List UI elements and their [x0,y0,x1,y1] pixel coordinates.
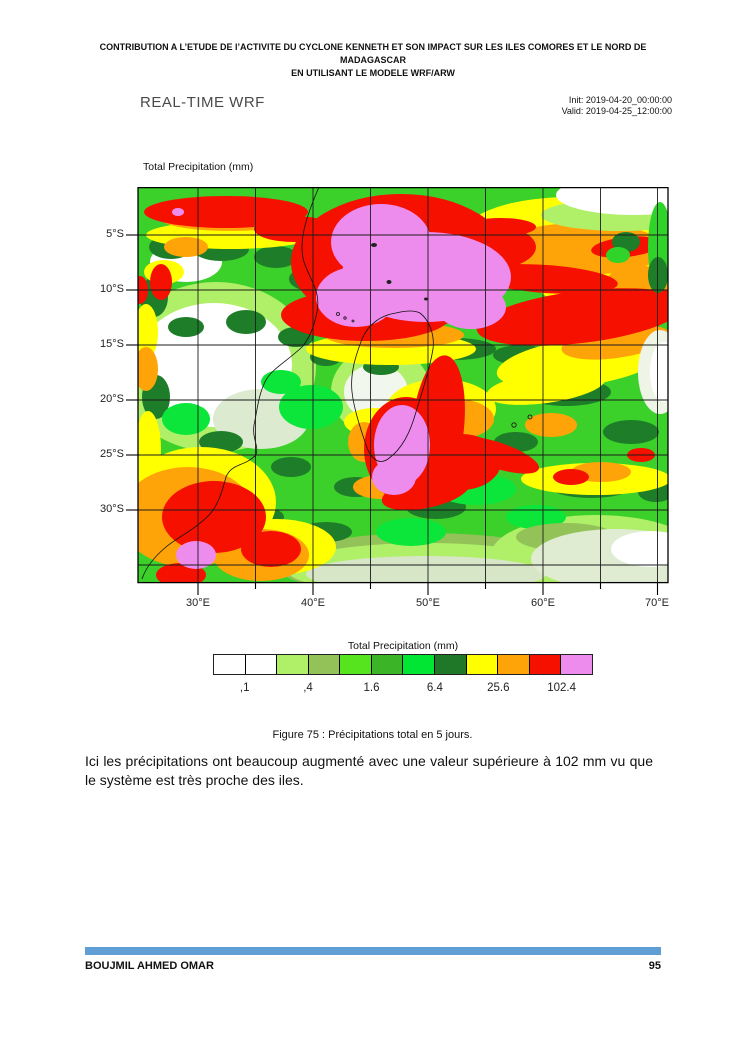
page-header: CONTRIBUTION A L’ETUDE DE l’ACTIVITE DU … [77,41,669,80]
legend-cell [435,655,467,674]
legend-cell [371,655,404,674]
legend-cell [277,655,309,674]
legend-tick-label: 6.4 [426,682,443,694]
legend-tick-label: ,4 [303,682,313,694]
legend-tick-label: ,1 [239,682,250,694]
valid-time: Valid: 2019-04-25_12:00:00 [561,106,672,116]
legend-cell [214,655,246,674]
legend-colorbar [213,654,593,675]
legend-cell [498,655,530,674]
map-title: Total Precipitation (mm) [143,161,254,173]
footer-page-number: 95 [648,960,661,972]
y-tick-label: 5°S [106,228,124,240]
legend-cell [403,655,436,674]
legend-cell [466,655,499,674]
page-footer: BOUJMIL AHMED OMAR 95 [85,960,661,972]
footer-rule [85,947,661,955]
y-tick-label: 15°S [100,338,124,350]
legend-tick-label: 1.6 [363,682,380,694]
precipitation-map [126,187,669,595]
x-tick-label: 70°E [645,597,669,609]
y-tick-label: 30°S [100,503,124,515]
footer-author: BOUJMIL AHMED OMAR [85,960,214,972]
header-line2: EN UTILISANT LE MODELE WRF/ARW [291,68,455,78]
x-tick-label: 50°E [416,597,440,609]
legend-tick-label: 25.6 [487,682,510,694]
legend-tick-label: 102.4 [547,682,576,694]
init-time: Init: 2019-04-20_00:00:00 [568,95,672,105]
y-tick-label: 20°S [100,393,124,405]
legend-cell [308,655,341,674]
figure-caption: Figure 75 : Précipitations total en 5 jo… [272,729,473,741]
legend-cell [245,655,278,674]
axis-ticks [126,234,659,595]
legend-cell [561,655,592,674]
header-line1: CONTRIBUTION A L’ETUDE DE l’ACTIVITE DU … [99,42,647,65]
y-tick-label: 10°S [100,283,124,295]
x-tick-label: 40°E [301,597,325,609]
legend-cell [340,655,372,674]
graticule [138,187,668,583]
x-tick-label: 60°E [531,597,555,609]
body-paragraph: Ici les précipitations ont beaucoup augm… [85,753,653,788]
run-times: Init: 2019-04-20_00:00:00 Valid: 2019-04… [562,95,672,117]
model-title: REAL-TIME WRF [140,94,265,111]
x-tick-label: 30°E [186,597,210,609]
legend-title: Total Precipitation (mm) [347,640,459,652]
legend-cell [529,655,562,674]
y-tick-label: 25°S [100,448,124,460]
